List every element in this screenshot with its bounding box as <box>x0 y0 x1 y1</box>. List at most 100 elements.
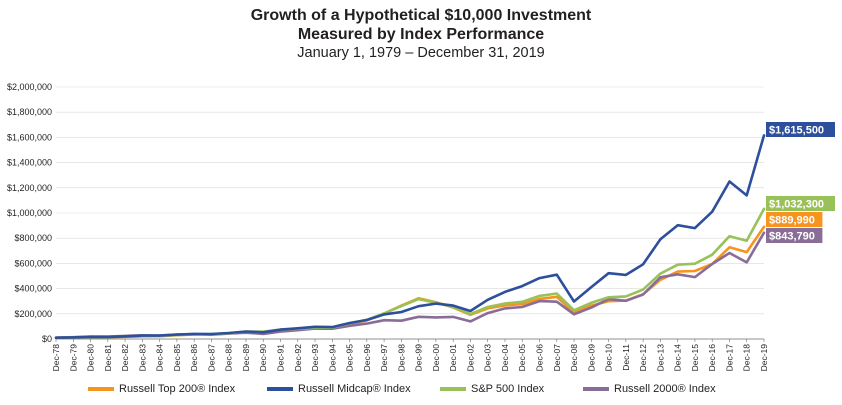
data-point-s-p-500-index <box>400 305 403 307</box>
x-tick-label: Dec-14 <box>673 344 683 372</box>
data-point-russell-top-200-index <box>676 270 679 273</box>
data-point-s-p-500-index <box>469 313 472 316</box>
data-point-russell-midcap-index <box>296 327 299 330</box>
data-point-s-p-500-index <box>624 295 627 298</box>
data-point-russell-2000-index <box>590 306 593 309</box>
x-tick-label: Dec-06 <box>535 344 545 372</box>
x-tick-label: Dec-85 <box>172 344 182 372</box>
data-point-russell-top-200-index <box>538 298 541 300</box>
chart-title-line-1: Growth of a Hypothetical $10,000 Investm… <box>250 7 592 24</box>
x-tick-label: Dec-89 <box>241 344 251 372</box>
data-point-russell-2000-index <box>452 315 455 318</box>
data-point-russell-midcap-index <box>72 336 75 339</box>
legend-label-russell-top-200: Russell Top 200® Index <box>119 383 236 395</box>
data-point-russell-top-200-index <box>763 225 765 228</box>
x-tick-label: Dec-93 <box>310 344 320 372</box>
y-tick-label: $0 <box>42 334 52 344</box>
data-point-s-p-500-index <box>694 262 696 265</box>
data-point-russell-2000-index <box>400 319 403 322</box>
data-point-russell-midcap-index <box>659 238 662 241</box>
data-point-russell-2000-index <box>383 319 385 322</box>
data-point-s-p-500-index <box>555 292 558 295</box>
x-tick-label: Dec-08 <box>569 344 579 372</box>
data-point-russell-2000-index <box>745 261 748 264</box>
x-tick-label: Dec-15 <box>690 344 700 372</box>
data-point-russell-midcap-index <box>590 286 593 288</box>
legend-item-sp-500: S&P 500 Index <box>440 381 544 397</box>
data-point-russell-midcap-index <box>521 285 524 287</box>
data-point-russell-2000-index <box>417 315 420 318</box>
data-point-russell-midcap-index <box>106 335 109 338</box>
data-point-s-p-500-index <box>728 235 731 238</box>
data-point-s-p-500-index <box>607 296 610 299</box>
x-tick-label: Dec-98 <box>396 344 406 372</box>
x-tick-label: Dec-96 <box>362 344 372 372</box>
data-point-russell-midcap-index <box>279 328 282 331</box>
data-point-russell-midcap-index <box>55 336 57 339</box>
data-point-russell-2000-index <box>694 276 696 279</box>
data-point-s-p-500-index <box>590 301 593 304</box>
x-tick-label: Dec-03 <box>483 344 493 372</box>
data-point-russell-midcap-index <box>728 180 731 183</box>
data-point-russell-2000-index <box>279 330 282 333</box>
x-tick-label: Dec-11 <box>621 344 631 371</box>
data-point-russell-midcap-index <box>124 335 126 338</box>
x-tick-label: Dec-12 <box>638 344 648 372</box>
legend-swatch-russell-2000 <box>583 387 609 391</box>
y-tick-label: $1,800,000 <box>7 107 52 117</box>
chart-title-line-2: Measured by Index Performance <box>297 26 545 43</box>
x-tick-label: Dec-00 <box>431 344 441 372</box>
data-point-s-p-500-index <box>504 302 506 305</box>
x-tick-label: Dec-17 <box>724 344 734 372</box>
data-point-russell-midcap-index <box>469 310 472 312</box>
data-point-russell-midcap-index <box>262 331 265 334</box>
end-value-box <box>766 122 835 137</box>
y-tick-label: $1,400,000 <box>7 158 52 168</box>
data-point-russell-midcap-index <box>504 290 506 293</box>
data-point-russell-midcap-index <box>538 277 541 280</box>
data-point-russell-top-200-index <box>555 295 558 298</box>
x-tick-label: Dec-09 <box>586 344 596 372</box>
legend-swatch-sp-500 <box>440 387 466 391</box>
end-value-box <box>766 212 823 227</box>
data-point-russell-midcap-index <box>348 322 351 324</box>
data-point-russell-midcap-index <box>227 332 230 334</box>
data-point-russell-2000-index <box>624 299 627 302</box>
data-point-russell-midcap-index <box>210 333 213 335</box>
data-point-russell-midcap-index <box>486 298 489 301</box>
data-point-russell-midcap-index <box>331 326 334 328</box>
x-tick-label: Dec-04 <box>500 344 510 372</box>
data-point-russell-top-200-index <box>694 270 696 272</box>
data-point-russell-midcap-index <box>417 305 420 308</box>
data-point-russell-midcap-index <box>694 227 696 230</box>
data-point-russell-midcap-index <box>573 300 575 303</box>
data-point-russell-2000-index <box>521 306 524 308</box>
x-tick-label: Dec-10 <box>604 344 614 372</box>
data-point-russell-midcap-index <box>435 302 437 305</box>
x-tick-label: Dec-79 <box>68 344 78 372</box>
y-tick-label: $1,600,000 <box>7 132 52 142</box>
data-point-s-p-500-index <box>659 272 662 275</box>
data-point-russell-2000-index <box>555 300 558 303</box>
x-tick-label: Dec-87 <box>206 344 216 372</box>
data-point-s-p-500-index <box>676 263 679 266</box>
data-point-russell-2000-index <box>348 324 351 327</box>
y-tick-label: $600,000 <box>14 258 52 268</box>
data-point-russell-2000-index <box>573 313 575 316</box>
data-point-russell-midcap-index <box>745 194 748 197</box>
chart-legend: Russell Top 200® Index Russell Midcap® I… <box>0 381 842 397</box>
end-value-label: $843,790 <box>769 231 815 243</box>
data-point-russell-top-200-index <box>504 304 506 307</box>
y-tick-label: $800,000 <box>14 233 52 243</box>
x-tick-label: Dec-01 <box>448 344 458 372</box>
data-point-russell-midcap-index <box>642 263 645 266</box>
data-point-russell-top-200-index <box>521 303 524 305</box>
x-tick-label: Dec-90 <box>258 344 268 372</box>
data-point-russell-midcap-index <box>400 311 403 313</box>
data-point-russell-midcap-index <box>175 333 178 336</box>
x-tick-label: Dec-16 <box>707 344 717 372</box>
x-tick-label: Dec-86 <box>189 344 199 372</box>
data-point-russell-2000-index <box>659 276 662 279</box>
x-tick-label: Dec-80 <box>86 344 96 372</box>
data-point-s-p-500-index <box>711 253 714 256</box>
